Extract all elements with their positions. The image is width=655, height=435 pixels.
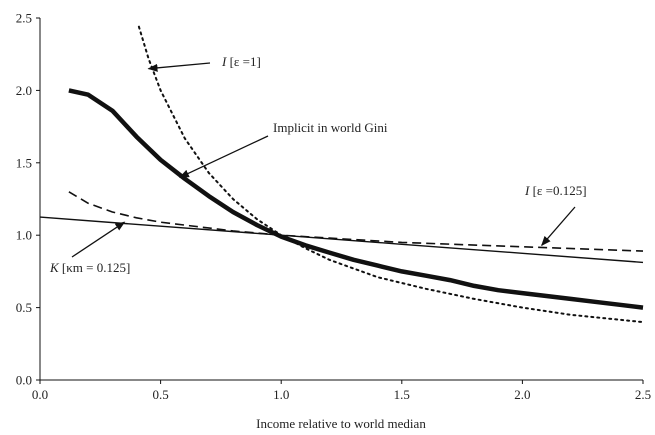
annotation-arrow <box>71 221 126 258</box>
implicit-gini-line <box>68 88 644 310</box>
annotation-kappa-m: K [κm = 0.125] <box>49 260 130 275</box>
annotation-arrow <box>178 135 269 178</box>
y-tick-label: 2.5 <box>16 11 32 26</box>
y-tick-label: 1.0 <box>16 228 32 243</box>
axes: 0.0 0.5 1.0 1.5 2.0 2.5 0.0 0.5 1.0 1.5 2.0 2.5 <box>16 11 651 403</box>
annotation-arrow <box>147 62 211 72</box>
annotation-epsilon-0125: I [ε =0.125] <box>524 183 587 198</box>
annotation-arrow <box>541 206 576 247</box>
y-tick-label: 0.0 <box>16 373 32 388</box>
annotation-implicit-gini: Implicit in world Gini <box>273 120 388 135</box>
y-tick-label: 0.5 <box>16 300 32 315</box>
series-layer <box>39 25 644 324</box>
x-tick-label: 1.5 <box>394 387 410 402</box>
x-tick-label: 2.5 <box>635 387 651 402</box>
epsilon-1-line <box>137 25 644 324</box>
x-tick-label: 2.0 <box>514 387 530 402</box>
x-tick-label: 0.0 <box>32 387 48 402</box>
x-tick-label: 1.0 <box>273 387 289 402</box>
y-tick-label: 2.0 <box>16 83 32 98</box>
y-tick-label: 1.5 <box>16 155 32 170</box>
kappa-m-line <box>39 216 644 264</box>
x-tick-label: 0.5 <box>152 387 168 402</box>
epsilon-0125-line <box>68 191 644 252</box>
annotation-epsilon-1: I [ε =1] <box>221 54 261 69</box>
x-axis-label: Income relative to world median <box>256 416 426 431</box>
annotation-layer: I [ε =1] Implicit in world Gini I [ε =0.12… <box>49 54 587 275</box>
